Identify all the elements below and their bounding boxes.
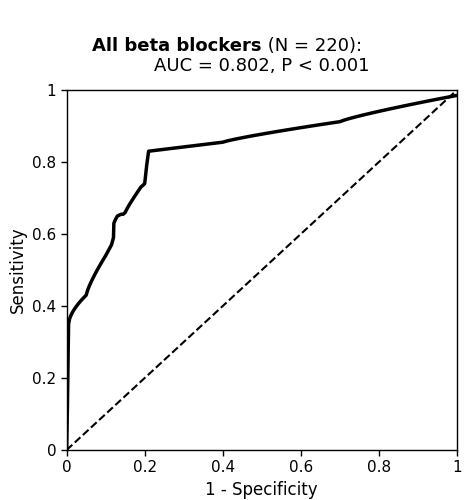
X-axis label: 1 - Specificity: 1 - Specificity <box>206 481 318 499</box>
Text: AUC = 0.802, P < 0.001: AUC = 0.802, P < 0.001 <box>154 57 369 75</box>
Y-axis label: Sensitivity: Sensitivity <box>9 226 26 314</box>
Text: All beta blockers: All beta blockers <box>92 37 262 55</box>
Text: (N = 220):: (N = 220): <box>262 37 362 55</box>
